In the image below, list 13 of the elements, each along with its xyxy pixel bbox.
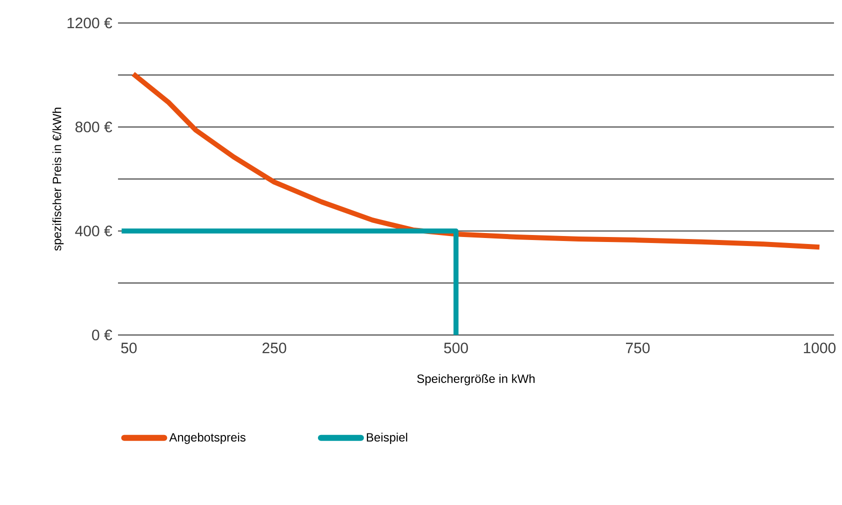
- y-tick-label: 800 €: [75, 122, 112, 132]
- x-tick-label: 50: [121, 342, 137, 354]
- y-axis-title: spezifischer Preis in €/kWh: [52, 108, 64, 251]
- legend-label: Beispiel: [366, 432, 408, 444]
- x-tick-label: 750: [626, 342, 650, 354]
- x-axis-title: Speichergröße in kWh: [417, 374, 535, 386]
- x-tick-label: 500: [444, 342, 468, 354]
- y-tick-label: 0 €: [92, 330, 112, 340]
- legend-label: Angebotspreis: [169, 432, 246, 444]
- y-tick-label: 1200 €: [68, 18, 112, 28]
- x-tick-label: 250: [262, 342, 286, 354]
- x-tick-label: 1000: [804, 342, 836, 354]
- y-tick-label: 400 €: [75, 226, 112, 236]
